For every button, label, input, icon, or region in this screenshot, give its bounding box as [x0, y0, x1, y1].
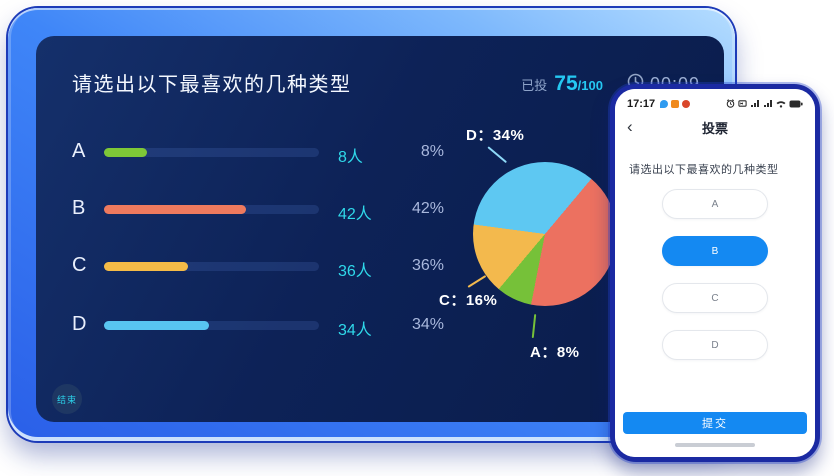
pie-chart — [473, 162, 617, 306]
bar-row-a: A 8人 8% — [72, 140, 492, 166]
page-title: 请选出以下最喜欢的几种类型 — [72, 74, 352, 96]
phone-status-bar: 17:17 — [627, 97, 803, 111]
alarm-icon — [726, 95, 735, 113]
submit-button[interactable]: 提交 — [623, 412, 807, 434]
voted-label: 已投 — [521, 78, 548, 93]
back-icon[interactable]: ‹ — [627, 117, 633, 136]
vote-percent: 8% — [420, 143, 444, 160]
vote-count: 42人 — [338, 206, 372, 223]
vote-percent: 36% — [411, 257, 444, 274]
bar-track — [104, 148, 319, 157]
vote-option-a[interactable]: A — [662, 189, 768, 219]
vote-count: 36人 — [338, 263, 372, 280]
vote-option-b[interactable]: B — [662, 236, 768, 266]
bar-row-b: B 42人 42% — [72, 197, 492, 223]
bar-fill — [104, 205, 246, 214]
sim1-signal-icon — [750, 95, 760, 113]
vote-count: 8人 — [338, 149, 363, 166]
vote-option-d[interactable]: D — [662, 330, 768, 360]
home-indicator — [675, 443, 755, 447]
phone-question: 请选出以下最喜欢的几种类型 — [629, 164, 779, 176]
option-label: D — [72, 313, 87, 335]
bar-row-d: D 34人 34% — [72, 313, 492, 339]
vote-count: 34人 — [338, 322, 372, 339]
bar-fill — [104, 148, 147, 157]
option-label: A — [72, 140, 86, 162]
end-vote-button[interactable]: 结束 — [52, 384, 82, 414]
option-label: B — [72, 197, 86, 219]
vote-result-panel: 请选出以下最喜欢的几种类型 已投 75 /100 00:09 A 8人 8% — [36, 36, 724, 422]
bar-row-c: C 36人 36% — [72, 254, 492, 280]
vote-option-c[interactable]: C — [662, 283, 768, 313]
phone-nav-bar: ‹ 投票 — [627, 117, 803, 137]
pie-label-c: C：16% — [439, 292, 498, 309]
battery-icon — [789, 95, 803, 113]
bar-track — [104, 262, 319, 271]
chat-app-icon — [660, 100, 669, 108]
pie-label-d: D：34% — [466, 127, 525, 144]
phone-page-title: 投票 — [701, 120, 728, 136]
voted-total: /100 — [577, 78, 603, 93]
vote-percent: 42% — [411, 200, 444, 217]
voted-count: 75 — [554, 72, 578, 95]
bar-track — [104, 321, 319, 330]
orange-app-icon — [671, 100, 680, 108]
vote-percent: 34% — [411, 316, 444, 333]
status-time: 17:17 — [627, 98, 656, 110]
bar-fill — [104, 262, 188, 271]
bar-fill — [104, 321, 210, 330]
option-label: C — [72, 254, 87, 276]
hd-voice-icon — [738, 95, 747, 113]
phone-mockup: 17:17 ‹ 投票 请选出以下最喜欢的 — [610, 84, 820, 462]
red-app-icon — [682, 100, 691, 108]
pie-leader-line-a — [531, 314, 537, 339]
pie-label-a: A：8% — [530, 344, 580, 361]
sim2-signal-icon — [763, 95, 773, 113]
bar-track — [104, 205, 319, 214]
wifi-icon — [776, 95, 786, 113]
